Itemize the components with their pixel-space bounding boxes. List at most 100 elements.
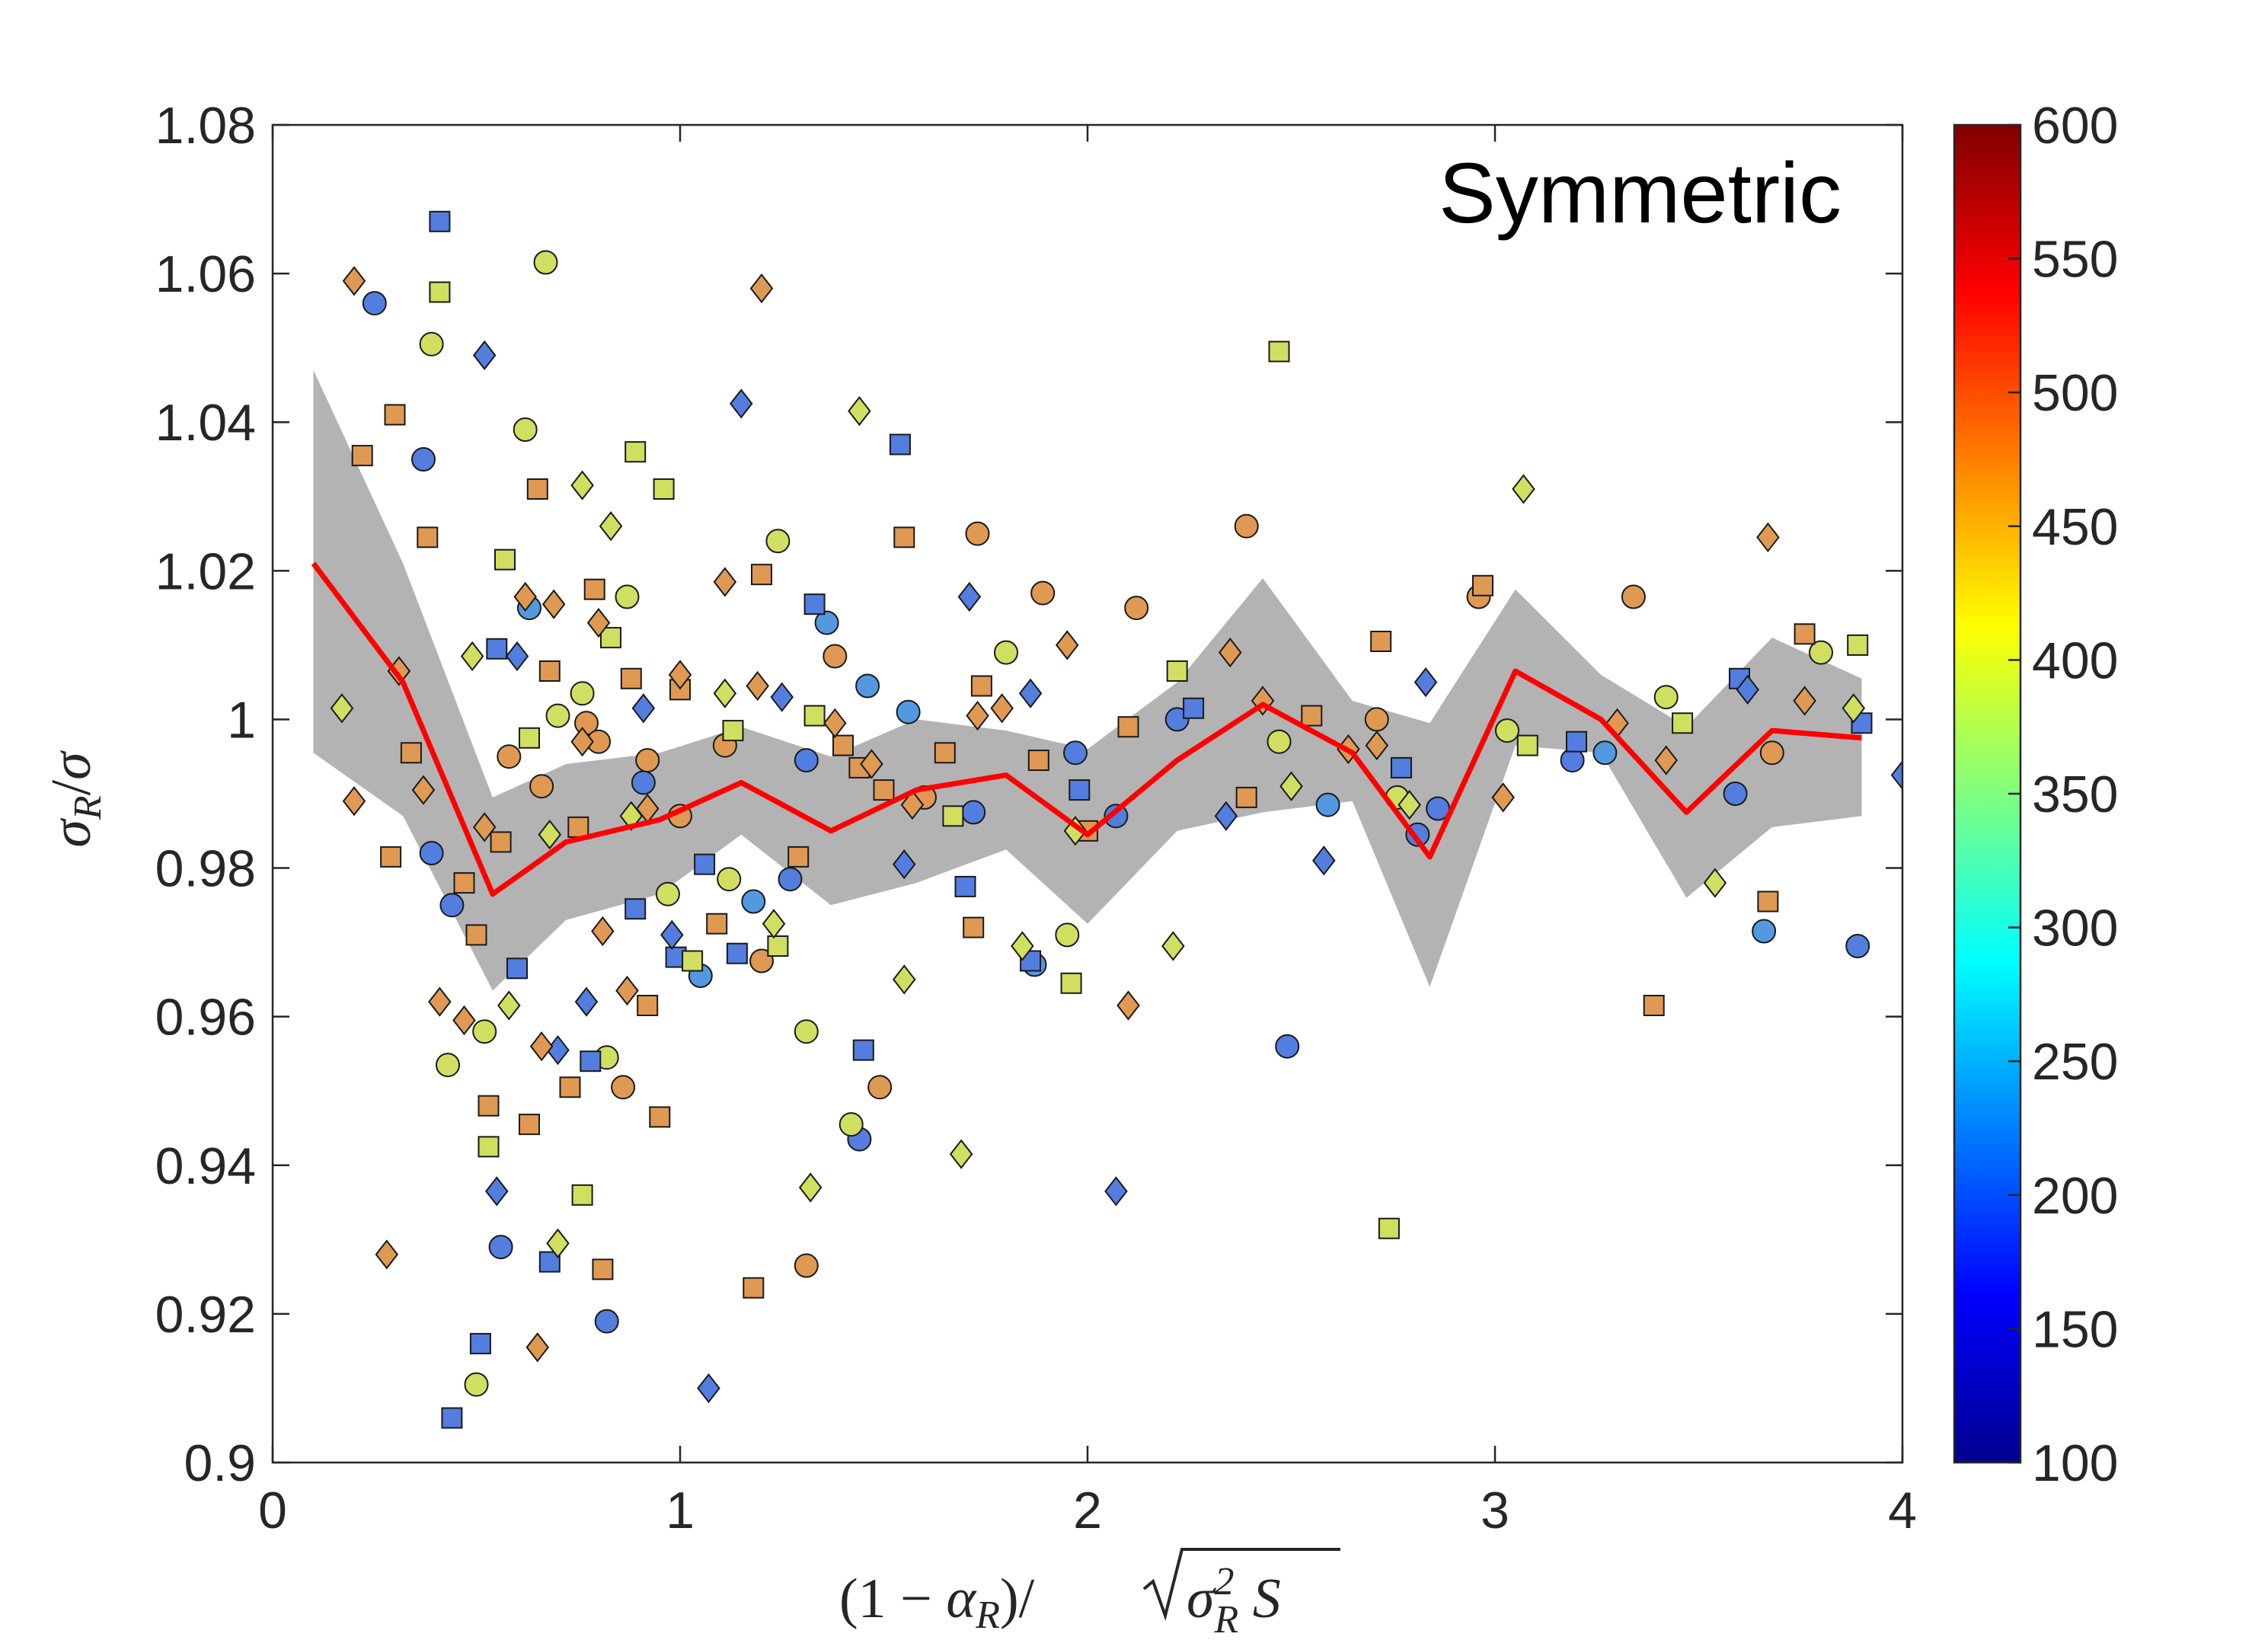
- point-diamond-21: [497, 990, 521, 1021]
- point-circle-33: [472, 1019, 497, 1044]
- point-square-78: [1370, 631, 1392, 652]
- point-square-36: [1166, 660, 1188, 682]
- point-square-6: [580, 1050, 602, 1073]
- point-square-3: [486, 638, 508, 660]
- point-circle-31: [436, 1053, 460, 1078]
- y-tick-label: 0.9: [184, 1434, 256, 1492]
- point-diamond-66: [990, 693, 1014, 724]
- point-diamond-54: [586, 607, 611, 638]
- colorbar-tick-label: 350: [2032, 766, 2118, 823]
- point-circle-35: [513, 417, 538, 442]
- colorbar-tick-label: 550: [2032, 231, 2118, 289]
- point-square-26: [571, 1184, 593, 1206]
- point-diamond-77: [1793, 686, 1816, 716]
- point-square-32: [767, 935, 789, 957]
- point-square-30: [682, 950, 704, 972]
- point-circle-51: [1809, 640, 1833, 665]
- point-square-27: [600, 627, 621, 649]
- point-square-33: [803, 705, 826, 727]
- point-circle-28: [1752, 919, 1777, 944]
- point-circle-3: [439, 893, 465, 918]
- point-diamond-63: [860, 749, 883, 779]
- point-diamond-27: [713, 678, 737, 708]
- point-circle-1: [411, 447, 436, 472]
- colorbar-tick-label: 500: [2032, 364, 2118, 422]
- point-square-7: [624, 898, 647, 920]
- point-diamond-10: [892, 849, 916, 880]
- point-circle-71: [1621, 584, 1646, 609]
- point-square-71: [970, 675, 992, 697]
- point-square-66: [832, 734, 854, 756]
- point-diamond-68: [1116, 990, 1140, 1021]
- point-circle-10: [778, 867, 803, 892]
- point-diamond-69: [1218, 638, 1242, 668]
- point-diamond-59: [713, 567, 737, 597]
- point-square-9: [694, 853, 716, 875]
- colorbar-tick-label: 100: [2032, 1434, 2118, 1492]
- point-square-2: [469, 1332, 491, 1354]
- mean-line: [311, 561, 1862, 897]
- point-square-34: [942, 805, 964, 827]
- point-square-59: [637, 995, 659, 1016]
- point-circle-12: [814, 610, 839, 635]
- point-diamond-16: [1414, 667, 1438, 698]
- point-circle-11: [794, 748, 819, 773]
- point-circle-4: [488, 1235, 513, 1260]
- point-diamond-47: [452, 1005, 476, 1036]
- y-tick-label: 1.08: [155, 97, 256, 155]
- point-circle-46: [1055, 922, 1080, 948]
- point-square-35: [1060, 972, 1082, 994]
- svg-text:σR/σ: σR/σ: [40, 750, 110, 848]
- point-diamond-5: [631, 693, 656, 724]
- point-diamond-64: [900, 790, 925, 820]
- point-diamond-30: [848, 395, 871, 427]
- point-diamond-61: [749, 273, 774, 304]
- point-diamond-49: [525, 1332, 550, 1363]
- point-diamond-35: [1161, 931, 1185, 961]
- point-square-13: [889, 433, 911, 456]
- y-tick-label: 1: [227, 691, 256, 749]
- point-diamond-28: [762, 909, 786, 939]
- point-circle-62: [823, 644, 848, 669]
- point-diamond-14: [1214, 801, 1238, 831]
- point-diamond-9: [770, 682, 794, 712]
- colorbar: 100 150 200 250 300 350 400 450 500 550 600: [1953, 97, 2118, 1492]
- point-diamond-55: [591, 916, 615, 947]
- x-tick-label: 2: [1073, 1482, 1102, 1539]
- point-diamond-76: [1756, 522, 1780, 553]
- point-diamond-0: [472, 340, 497, 371]
- point-diamond-13: [1104, 1176, 1128, 1207]
- point-square-41: [1847, 634, 1869, 656]
- point-circle-66: [1030, 580, 1056, 606]
- point-diamond-25: [599, 511, 623, 542]
- point-circle-14: [855, 673, 880, 699]
- point-diamond-4: [574, 986, 599, 1017]
- point-square-19: [1566, 730, 1587, 753]
- point-diamond-1: [484, 1176, 509, 1207]
- mean-line-layer: [311, 561, 1862, 897]
- point-diamond-51: [529, 1031, 554, 1062]
- point-square-21: [1851, 712, 1873, 734]
- point-square-49: [478, 1095, 500, 1117]
- point-circle-34: [533, 250, 558, 275]
- point-square-17: [1183, 697, 1205, 719]
- point-diamond-37: [1398, 790, 1421, 820]
- point-circle-67: [1124, 596, 1149, 621]
- scatter-points-layer: [330, 210, 1902, 1429]
- point-square-39: [1516, 734, 1538, 756]
- point-circle-47: [1267, 729, 1292, 754]
- colorbar-tick-label: 150: [2032, 1300, 2118, 1358]
- point-square-29: [653, 478, 675, 500]
- point-circle-15: [896, 699, 921, 724]
- point-diamond-17: [1736, 674, 1759, 705]
- point-circle-72: [1759, 740, 1784, 766]
- point-square-47: [453, 872, 475, 894]
- point-diamond-46: [428, 986, 452, 1017]
- point-square-57: [592, 1258, 614, 1280]
- point-diamond-38: [1512, 474, 1535, 504]
- point-square-52: [526, 478, 548, 500]
- point-diamond-41: [342, 266, 366, 296]
- point-circle-21: [1275, 1034, 1300, 1059]
- point-square-42: [351, 445, 373, 467]
